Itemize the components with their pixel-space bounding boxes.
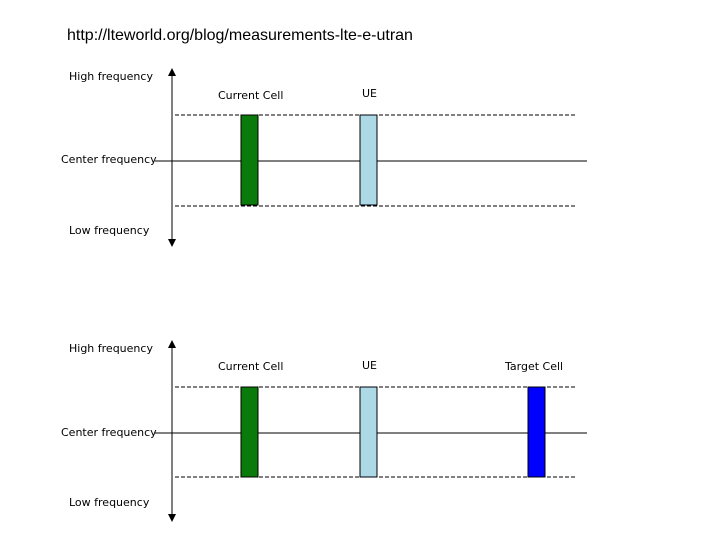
cell-label: Current Cell — [218, 89, 283, 102]
center-label: Center frequency — [61, 153, 157, 166]
title: http://lteworld.org/blog/measurements-lt… — [67, 27, 413, 44]
panel: High frequency Center frequency Low freq… — [61, 68, 587, 247]
cell-label: Target Cell — [504, 360, 563, 373]
high-label: High frequency — [69, 70, 153, 83]
low-label: Low frequency — [69, 224, 150, 237]
panel: High frequency Center frequency Low freq… — [61, 340, 587, 522]
ue-band — [359, 386, 378, 478]
target-cell-band — [527, 386, 546, 478]
low-label: Low frequency — [69, 496, 150, 509]
cell-label: UE — [362, 87, 377, 100]
center-label: Center frequency — [61, 426, 157, 439]
high-label: High frequency — [69, 342, 153, 355]
cell-label: UE — [362, 359, 377, 372]
cell-label: Current Cell — [218, 360, 283, 373]
current-cell-band — [240, 386, 259, 478]
ue-band — [359, 114, 378, 206]
current-cell-band — [240, 114, 259, 206]
